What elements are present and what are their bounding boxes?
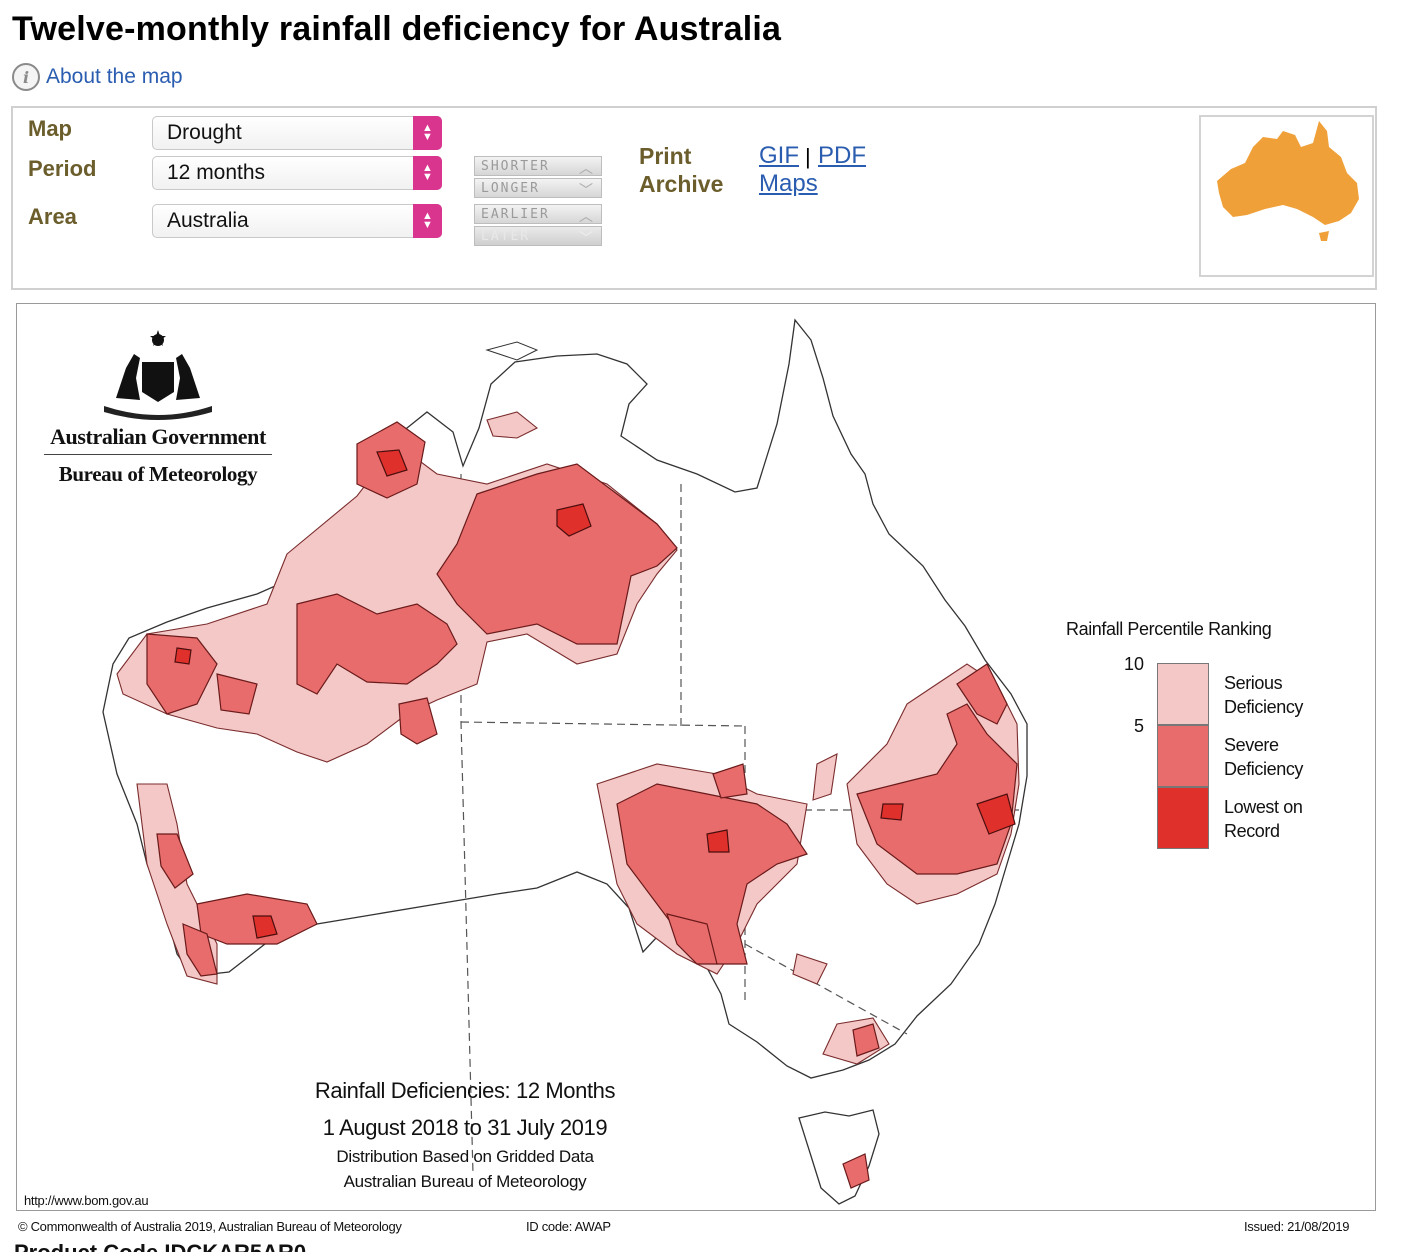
period-select[interactable]: 12 months ▲ ▼ <box>152 156 442 190</box>
legend-label-severe: Severe Deficiency <box>1224 733 1303 781</box>
map-caption-source: Australian Bureau of Meteorology <box>343 1172 587 1191</box>
id-code: ID code: AWAP <box>526 1219 611 1234</box>
about-map-link[interactable]: i About the map <box>12 63 183 91</box>
map-caption-dates: 1 August 2018 to 31 July 2019 <box>322 1115 608 1140</box>
select-arrows-icon: ▲ ▼ <box>413 156 442 190</box>
area-select[interactable]: Australia ▲ ▼ <box>152 204 442 238</box>
link-separator: | <box>805 144 811 169</box>
northern-island-outline <box>485 341 539 361</box>
lowest-on-record-areas <box>174 449 1016 939</box>
about-map-label[interactable]: About the map <box>46 65 183 88</box>
map-caption-title: Rainfall Deficiencies: 12 Months <box>314 1078 616 1103</box>
legend-lowest-line2: Record <box>1224 821 1280 841</box>
government-name: Australian Government <box>50 424 266 449</box>
chevron-down-icon: ﹀ <box>579 231 595 247</box>
legend-tick-5: 5 <box>1133 716 1144 736</box>
coat-of-arms-logo <box>96 328 220 420</box>
area-select-value: Australia <box>167 209 249 232</box>
legend-serious-line1: Serious <box>1224 673 1283 693</box>
archive-maps-link[interactable]: Maps <box>759 170 818 197</box>
legend-swatch-serious <box>1157 663 1209 725</box>
product-code: Product Code IDCKAR5AR0 <box>14 1240 306 1252</box>
legend-serious-line2: Deficiency <box>1224 697 1304 717</box>
copyright-notice: © Commonwealth of Australia 2019, Austra… <box>18 1219 402 1234</box>
government-divider <box>44 454 272 455</box>
area-thumbnail-map[interactable] <box>1199 115 1374 277</box>
bureau-name: Bureau of Meteorology <box>58 462 258 486</box>
print-label: Print <box>639 143 692 169</box>
shorter-button[interactable]: SHORTER ︿ <box>474 156 602 177</box>
later-label: LATER <box>481 228 531 244</box>
pdf-link[interactable]: PDF <box>818 142 866 169</box>
select-arrows-icon: ▲ ▼ <box>413 204 442 238</box>
longer-label: LONGER <box>481 180 540 196</box>
earlier-label: EARLIER <box>481 206 550 222</box>
legend-swatch-severe <box>1157 725 1209 787</box>
legend-label-serious: Serious Deficiency <box>1224 671 1303 719</box>
legend-severe-line1: Severe <box>1224 735 1279 755</box>
australia-deficiency-map-svg <box>102 318 1028 1205</box>
gif-link[interactable]: GIF <box>759 142 799 169</box>
legend-lowest-line1: Lowest on <box>1224 797 1303 817</box>
longer-button[interactable]: LONGER ﹀ <box>474 178 602 199</box>
area-label: Area <box>28 204 77 229</box>
select-arrows-icon: ▲ ▼ <box>413 116 442 150</box>
chevron-down-icon: ﹀ <box>579 183 595 199</box>
shorter-label: SHORTER <box>481 158 550 174</box>
bom-url: http://www.bom.gov.au <box>24 1193 149 1208</box>
archive-label: Archive <box>639 171 724 197</box>
map-select[interactable]: Drought ▲ ▼ <box>152 116 442 150</box>
legend-title: Rainfall Percentile Ranking <box>1066 619 1272 639</box>
australia-mainland-outline <box>102 318 1028 1079</box>
legend-swatch-lowest <box>1157 787 1209 849</box>
earlier-button[interactable]: EARLIER ︿ <box>474 204 602 225</box>
info-icon: i <box>12 63 40 91</box>
chevron-up-icon: ︿ <box>579 209 595 225</box>
legend-tick-10: 10 <box>1123 654 1144 674</box>
map-label: Map <box>28 116 72 141</box>
legend-label-lowest: Lowest on Record <box>1224 795 1303 843</box>
map-caption-method: Distribution Based on Gridded Data <box>336 1147 594 1166</box>
tasmania-outline <box>798 1109 880 1205</box>
period-select-value: 12 months <box>167 161 266 184</box>
later-button[interactable]: LATER ﹀ <box>474 226 602 247</box>
map-select-value: Drought <box>167 121 242 144</box>
chevron-up-icon: ︿ <box>579 161 595 177</box>
issued-date: Issued: 21/08/2019 <box>1244 1219 1350 1234</box>
legend-severe-line2: Deficiency <box>1224 759 1304 779</box>
page-title: Twelve-monthly rainfall deficiency for A… <box>12 10 782 48</box>
severe-deficiency-areas <box>146 421 1018 1189</box>
period-label: Period <box>28 156 97 181</box>
australia-thumbnail-icon <box>1217 121 1359 241</box>
